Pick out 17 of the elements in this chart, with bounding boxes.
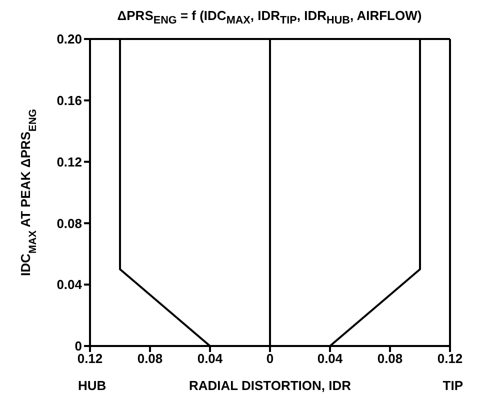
- x-tick-label: 0.08: [137, 351, 163, 366]
- x-tick-label: 0.12: [77, 351, 103, 366]
- x-tick-label: 0.04: [317, 351, 344, 366]
- y-tick-label: 0.20: [56, 32, 82, 47]
- x-tick-label: 0.04: [197, 351, 224, 366]
- y-tick-label: 0.16: [56, 93, 82, 108]
- y-tick-label: 0.12: [56, 154, 82, 170]
- y-tick-label: 0.04: [56, 277, 83, 292]
- text: HUB: [78, 378, 106, 393]
- y-tick-label: 0: [74, 338, 82, 354]
- x-tick-label: 0: [266, 351, 274, 366]
- text: TIP: [442, 378, 463, 393]
- x-axis-title: RADIAL DISTORTION, IDR: [188, 378, 352, 393]
- x-tick-label: 0.12: [437, 351, 463, 366]
- chart-title: ΔPRS$_{ENG}$ = f (IDC$_{MAX}$, IDR$_{TIP}$, IDR$_{HUB}$, AIRFLOW): [117, 8, 422, 27]
- x-tick-label: 0.08: [377, 351, 403, 366]
- y-tick-label: 0.08: [56, 216, 82, 231]
